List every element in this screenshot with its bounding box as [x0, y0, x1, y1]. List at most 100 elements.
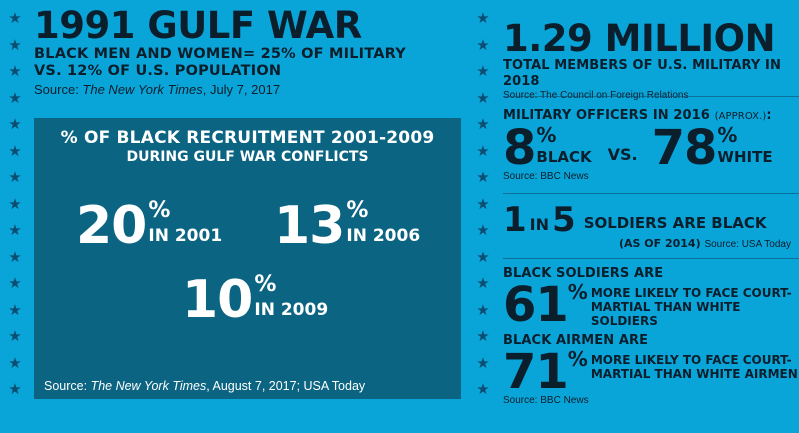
airmen-text-line1: MORE LIKELY TO FACE COURT- [590, 353, 792, 367]
as-of-note: (AS OF 2014) Source: USA Today [503, 237, 799, 250]
military-share-line: BLACK MEN AND WOMEN= 25% OF MILITARY [34, 46, 406, 62]
stat-2009: 10 % IN 2009 [182, 270, 329, 330]
military-size-source: Source: The Council on Foreign Relations [503, 90, 799, 102]
right-star-column: ★ ★ ★ ★ ★ ★ ★ ★ ★ ★ ★ ★ ★ ★ ★ [475, 8, 491, 399]
source-prefix: Source: [44, 379, 91, 393]
officers-section: MILITARY OFFICERS IN 2016 (APPROX.): 8 %… [503, 108, 799, 183]
officers-heading: MILITARY OFFICERS IN 2016 (APPROX.): [503, 108, 799, 125]
soldiers-text: MORE LIKELY TO FACE COURT- MARTIAL THAN W… [591, 286, 799, 328]
soldiers-percent-value: 61 [503, 277, 569, 333]
star-icon: ★ [476, 300, 490, 319]
star-icon: ★ [476, 9, 490, 27]
airmen-percent-value: 71 [503, 344, 569, 400]
versus-label: VS. [607, 145, 638, 164]
star-icon: ★ [476, 353, 490, 372]
black-officers-value: 8 [503, 120, 536, 176]
header-source: Source: The New York Times, July 7, 2017 [34, 81, 464, 99]
officers-stats: 8 % BLACK VS. 78 % WHITE [503, 120, 799, 176]
percent-sign: % [567, 280, 588, 304]
black-label: BLACK [536, 148, 592, 166]
percent-sign: % [148, 198, 171, 223]
star-icon: ★ [8, 353, 22, 372]
source-publication: The New York Times [90, 379, 207, 393]
stat-label: IN 2006 [346, 226, 421, 246]
soldiers-heading: BLACK SOLDIERS ARE [503, 266, 664, 281]
star-icon: ★ [476, 247, 490, 266]
soldiers-ratio-row: 1 IN 5 SOLDIERS ARE BLACK [503, 203, 799, 237]
soldiers-label: SOLDIERS ARE BLACK [583, 214, 767, 232]
star-icon: ★ [476, 62, 490, 80]
star-icon: ★ [8, 35, 22, 54]
source-publication: The New York Times [82, 82, 203, 97]
gulf-war-header: 1991 GULF WAR BLACK MEN AND WOMEN= 25% O… [34, 6, 464, 99]
section-divider [503, 258, 799, 259]
percent-sign: % [567, 347, 588, 371]
military-size-value: 1.29 MILLION [503, 17, 776, 60]
stat-label: IN 2009 [254, 300, 329, 320]
soldiers-court-martial-section: BLACK SOLDIERS ARE 61 % MORE LIKELY TO F… [503, 266, 799, 333]
soldiers-stat-row: 61 % MORE LIKELY TO FACE COURT- MARTIAL T… [503, 277, 799, 333]
percent-sign: % [346, 198, 369, 223]
stat-2006: 13 % IN 2006 [274, 196, 421, 256]
airmen-source: Source: BBC News [503, 395, 589, 406]
stat-2001: 20 % IN 2001 [76, 196, 223, 256]
airmen-stat-row: 71 % MORE LIKELY TO FACE COURT- MARTIAL T… [503, 344, 799, 400]
star-icon: ★ [8, 115, 22, 133]
star-icon: ★ [476, 88, 490, 107]
box-source: Source: The New York Times, August 7, 20… [44, 379, 365, 393]
soldiers-text-line2: MARTIAL THAN WHITE SOLDIERS [590, 300, 741, 328]
star-icon: ★ [8, 88, 22, 107]
officers-heading-text: MILITARY OFFICERS IN 2016 [503, 108, 710, 123]
star-icon: ★ [8, 327, 22, 345]
star-icon: ★ [476, 380, 490, 398]
section-divider [503, 96, 799, 97]
stat-label: IN 2001 [148, 226, 223, 246]
white-label: WHITE [717, 148, 773, 166]
recruitment-title: % OF BLACK RECRUITMENT 2001-2009 [60, 128, 435, 148]
star-icon: ★ [8, 141, 22, 160]
source-date: , July 7, 2017 [202, 82, 281, 97]
stat-value: 20 [76, 196, 147, 256]
left-star-column: ★ ★ ★ ★ ★ ★ ★ ★ ★ ★ ★ ★ ★ ★ ★ [7, 8, 23, 399]
star-icon: ★ [476, 168, 490, 186]
source-prefix: Source: [34, 82, 83, 97]
stat-value: 10 [182, 270, 253, 330]
ratio-one: 1 [503, 200, 527, 240]
ratio-in: IN [529, 215, 550, 234]
recruitment-box: % OF BLACK RECRUITMENT 2001-2009 DURING … [34, 118, 461, 399]
military-size-label: TOTAL MEMBERS OF U.S. MILITARY IN 2018 [503, 58, 781, 89]
star-icon: ★ [8, 380, 22, 398]
ratio-five: 5 [552, 200, 576, 240]
soldiers-text-line1: MORE LIKELY TO FACE COURT- [590, 286, 792, 300]
airmen-heading: BLACK AIRMEN ARE [503, 333, 649, 348]
percent-sign: % [717, 123, 738, 147]
officers-source: Source: BBC News [503, 171, 589, 182]
star-icon: ★ [476, 221, 490, 239]
star-icon: ★ [8, 9, 22, 27]
soldiers-source: Source: USA Today [704, 239, 791, 250]
heading-colon: : [766, 108, 772, 123]
stat-value: 13 [274, 196, 345, 256]
as-of-year: (AS OF 2014) [618, 237, 701, 250]
airmen-court-martial-section: BLACK AIRMEN ARE 71 % MORE LIKELY TO FAC… [503, 333, 799, 407]
star-icon: ★ [476, 35, 490, 54]
section-divider [503, 193, 799, 194]
star-icon: ★ [476, 194, 490, 213]
soldiers-ratio-section: 1 IN 5 SOLDIERS ARE BLACK (AS OF 2014) S… [503, 203, 799, 250]
star-icon: ★ [476, 274, 490, 292]
star-icon: ★ [476, 115, 490, 133]
airmen-text: MORE LIKELY TO FACE COURT- MARTIAL THAN W… [591, 353, 798, 381]
star-icon: ★ [8, 221, 22, 239]
military-size-section: 1.29 MILLION TOTAL MEMBERS OF U.S. MILIT… [503, 20, 799, 102]
star-icon: ★ [8, 247, 22, 266]
star-icon: ★ [8, 194, 22, 213]
star-icon: ★ [8, 62, 22, 80]
population-share-line: VS. 12% OF U.S. POPULATION [34, 63, 282, 79]
star-icon: ★ [8, 300, 22, 319]
star-icon: ★ [8, 168, 22, 186]
star-icon: ★ [8, 274, 22, 292]
star-icon: ★ [476, 327, 490, 345]
white-officers-value: 78 [651, 120, 718, 176]
page-title: 1991 GULF WAR [34, 4, 362, 47]
recruitment-subtitle: DURING GULF WAR CONFLICTS [126, 149, 369, 165]
